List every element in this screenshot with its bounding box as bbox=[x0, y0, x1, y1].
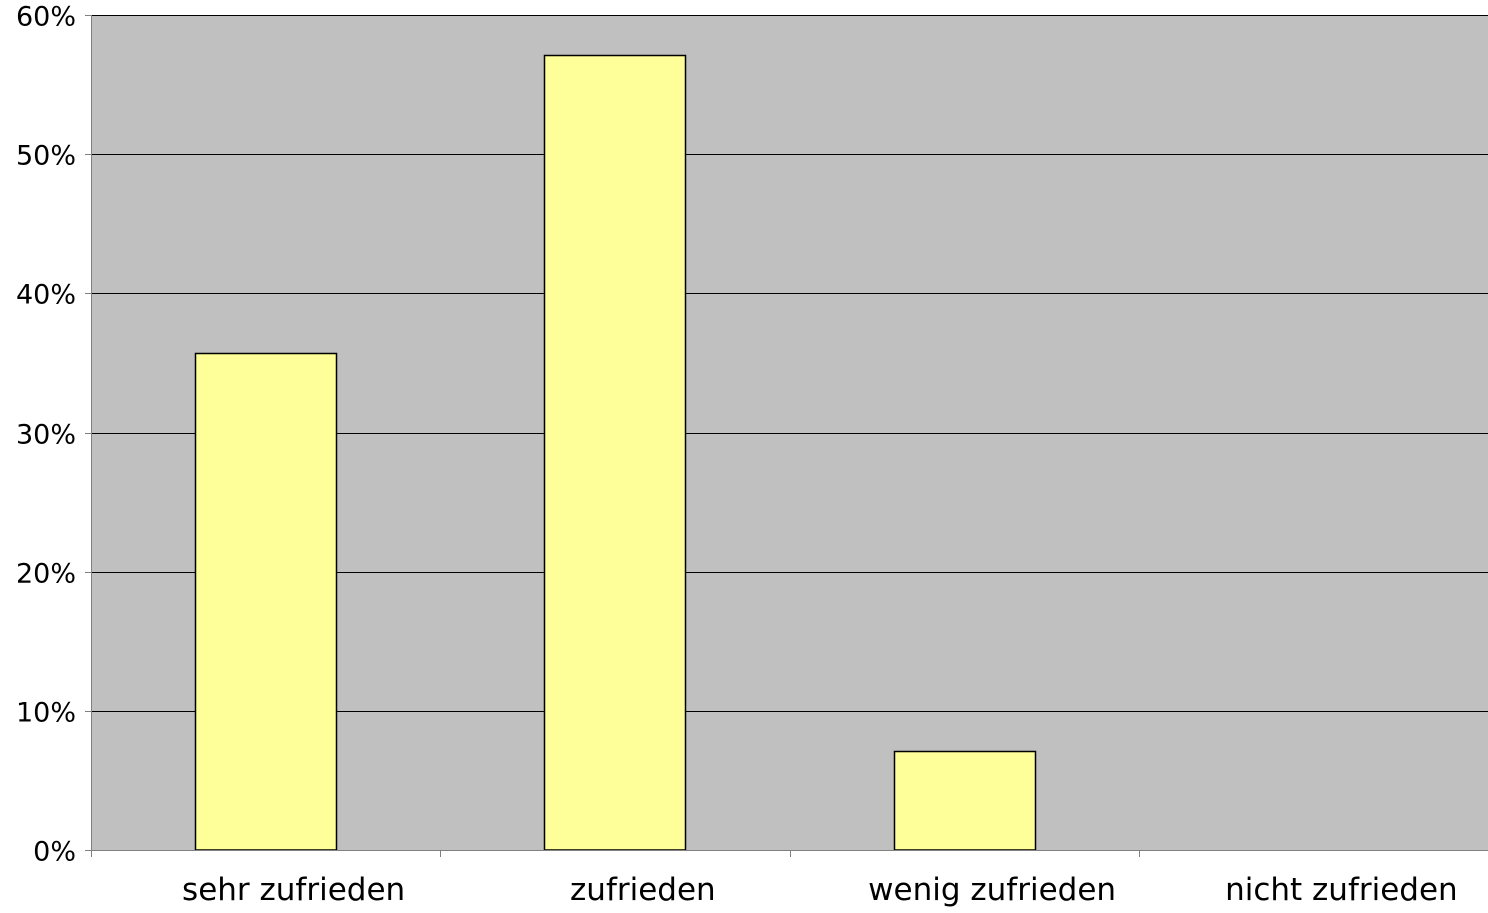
y-tick-label: 30% bbox=[16, 420, 76, 451]
bar-2 bbox=[893, 750, 1037, 851]
y-tick-label: 50% bbox=[16, 141, 76, 172]
bars bbox=[194, 54, 1037, 851]
y-tick-label: 20% bbox=[16, 559, 76, 590]
y-tick-label: 60% bbox=[16, 2, 76, 33]
x-tick-labels: sehr zufrieden zufrieden wenig zufrieden ni… bbox=[182, 872, 1458, 908]
bar-0 bbox=[194, 352, 338, 851]
x-tick-label: sehr zufrieden bbox=[182, 872, 405, 908]
y-tick-label: 10% bbox=[16, 698, 76, 729]
axes bbox=[85, 15, 1488, 857]
y-tick-label: 40% bbox=[16, 280, 76, 311]
x-tick-label: wenig zufrieden bbox=[868, 872, 1116, 908]
x-tick-label: nicht zufrieden bbox=[1225, 872, 1458, 908]
x-tick-label: zufrieden bbox=[570, 872, 716, 908]
y-tick-label: 0% bbox=[33, 837, 76, 868]
y-tick-labels: 0% 10% 20% 30% 40% 50% 60% bbox=[16, 2, 76, 868]
bar-1 bbox=[543, 54, 687, 851]
